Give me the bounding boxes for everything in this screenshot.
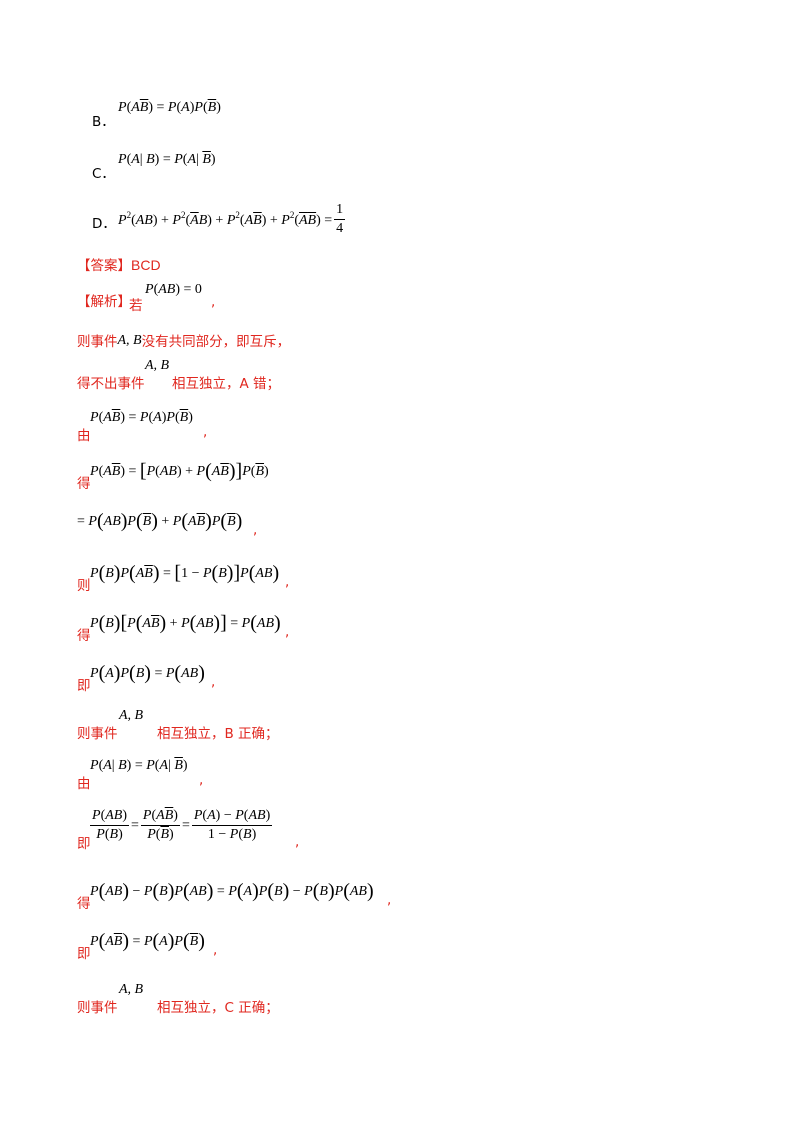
ruo-text: 若 (129, 298, 143, 314)
formula-line-8: P(B)[P(AB) + P(AB)] = P(AB) (90, 612, 281, 634)
ji-text: 即 (77, 946, 91, 962)
formula-line-9: P(A)P(B) = P(AB) (90, 662, 205, 684)
analysis-line-2: 则事件A, B没有共同部分，即互斥， (77, 330, 290, 350)
line2-suffix: 没有共同部分，即互斥， (141, 334, 291, 350)
line13-prefix: 则事件 (77, 1000, 118, 1016)
de-text: 得 (77, 628, 91, 644)
formula-line-4: P(AB) = P(A)P(B) (90, 410, 193, 425)
formula-pab-zero: P(AB) = 0 (145, 282, 202, 297)
formula-line-14: P(AB) = P(A)P(B) (90, 930, 205, 952)
comma: , (253, 522, 258, 538)
comma: , (285, 574, 290, 590)
line13-vars: A, B (119, 982, 144, 997)
option-c-label: C． (92, 166, 115, 182)
ji-text: 即 (77, 678, 91, 694)
de-text: 得 (77, 476, 91, 492)
comma: , (203, 424, 208, 440)
comma: , (213, 942, 218, 958)
you-text: 由 (77, 428, 91, 444)
comma: , (295, 834, 300, 850)
line3-prefix: 得不出事件 (77, 376, 145, 392)
ji-text: 即 (77, 836, 91, 852)
comma: , (387, 892, 392, 908)
comma: , (211, 294, 216, 310)
formula-line-11: P(A| B) = P(A| B) (90, 758, 188, 773)
formula-line-13: P(AB) − P(B)P(AB) = P(A)P(B) − P(B)P(AB) (90, 880, 374, 902)
option-b-label: B． (92, 114, 115, 130)
option-d-label: D． (92, 216, 116, 232)
formula-line-7: P(B)P(AB) = [1 − P(B)]P(AB) (90, 562, 280, 584)
option-b-formula: P(AB) = P(A)P(B) (118, 100, 221, 115)
you-text: 由 (77, 776, 91, 792)
analysis-label: 【解析】 (77, 294, 131, 310)
line3-suffix: 相互独立，A 错； (172, 376, 281, 392)
ze-text: 则 (77, 578, 91, 594)
line8-vars: A, B (119, 708, 144, 723)
line8-prefix: 则事件 (77, 726, 118, 742)
answer-line: 【答案】BCD (77, 254, 161, 274)
de-text: 得 (77, 896, 91, 912)
line8-suffix: 相互独立，B 正确； (157, 726, 279, 742)
option-c-formula: P(A| B) = P(A| B) (118, 152, 216, 167)
line13-suffix: 相互独立，C 正确； (157, 1000, 279, 1016)
answer-value: BCD (131, 257, 161, 273)
line2-prefix: 则事件 (77, 334, 118, 350)
answer-label: 【答案】 (77, 258, 131, 274)
formula-line-6: = P(AB)P(B) + P(AB)P(B) (77, 510, 243, 532)
comma: , (285, 624, 290, 640)
line3-vars: A, B (145, 358, 170, 373)
formula-line-5: P(AB) = [P(AB) + P(AB)]P(B) (90, 460, 269, 482)
line2-vars: A, B (117, 333, 142, 348)
formula-line-12: P(AB) P(B) = P(AB) P(B) = P(A) − P(AB) 1 − … (90, 808, 273, 842)
comma: , (211, 674, 216, 690)
comma: , (199, 772, 204, 788)
